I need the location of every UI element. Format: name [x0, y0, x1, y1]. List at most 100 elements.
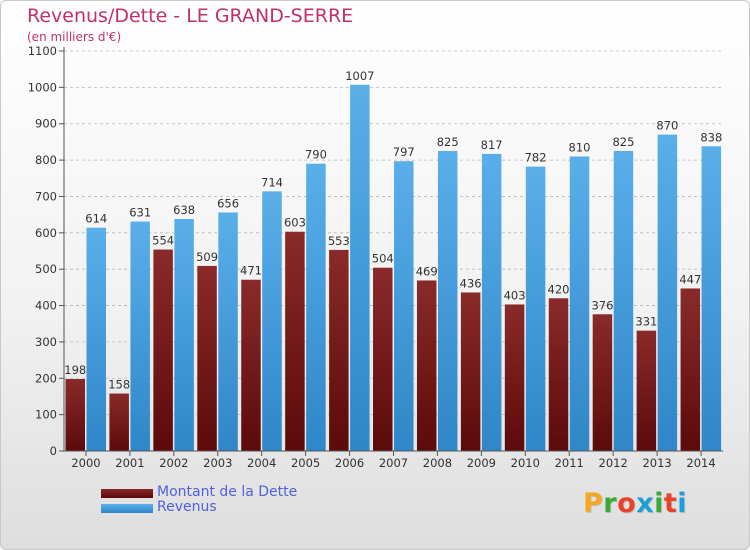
x-tick-label: 2011 — [555, 456, 584, 470]
bar-revenus — [218, 212, 238, 451]
bar-revenus — [262, 191, 282, 451]
data-label-revenus: 782 — [525, 151, 547, 165]
x-tick-label: 2001 — [115, 456, 144, 470]
data-label-revenus: 656 — [217, 196, 239, 210]
bar-dette — [329, 249, 349, 451]
proxiti-logo: Proxiti — [583, 488, 687, 519]
data-label-revenus: 631 — [129, 206, 151, 220]
data-label-dette: 158 — [108, 378, 130, 392]
logo-letter: o — [617, 488, 637, 519]
y-tick-label: 0 — [50, 444, 57, 458]
y-tick-label: 1000 — [28, 80, 57, 94]
bar-dette — [241, 279, 261, 451]
logo-letter: i — [654, 488, 664, 519]
x-tick-label: 2009 — [467, 456, 496, 470]
data-label-revenus: 825 — [437, 135, 459, 149]
data-label-dette: 553 — [328, 234, 350, 248]
data-label-dette: 376 — [591, 298, 613, 312]
data-label-revenus: 714 — [261, 175, 283, 189]
bar-revenus — [701, 146, 722, 452]
x-tick-label: 2014 — [686, 456, 715, 470]
x-tick-label: 2012 — [599, 456, 628, 470]
data-label-dette: 554 — [152, 234, 174, 248]
bar-dette — [460, 292, 481, 451]
axes: 0 100 200 300 400 500 600 700 800 900 1000 1100 2000… — [28, 44, 723, 470]
data-label-dette: 403 — [504, 288, 526, 302]
bar-dette — [680, 288, 701, 451]
bar-dette — [109, 393, 129, 451]
x-tick-label: 2000 — [71, 456, 100, 470]
logo-letter: P — [583, 488, 604, 519]
y-tick-label: 600 — [35, 226, 57, 240]
bar-dette — [636, 330, 657, 451]
data-label-revenus: 797 — [393, 145, 415, 159]
bar-revenus — [525, 166, 546, 452]
data-label-dette: 471 — [240, 264, 262, 278]
data-label-dette: 509 — [196, 250, 218, 264]
y-tick-label: 500 — [35, 262, 57, 276]
legend-swatch-revenus — [101, 504, 153, 513]
data-label-revenus: 870 — [656, 119, 678, 133]
bar-dette — [197, 265, 217, 451]
data-label-revenus: 638 — [173, 203, 195, 217]
y-tick-label: 800 — [35, 153, 57, 167]
bar-revenus — [481, 153, 502, 451]
bar-dette — [504, 304, 525, 451]
bar-revenus — [306, 163, 326, 451]
legend-label-dette: Montant de la Dette — [157, 484, 298, 500]
x-tick-label: 2003 — [203, 456, 232, 470]
data-label-dette: 447 — [679, 272, 701, 286]
bar-dette — [592, 314, 613, 451]
y-tick-label: 200 — [35, 371, 57, 385]
chart-subtitle: (en milliers d'€) — [27, 30, 122, 44]
x-tick-label: 2010 — [511, 456, 540, 470]
x-tick-label: 2008 — [423, 456, 452, 470]
bar-revenus — [657, 134, 678, 452]
logo-letter: r — [603, 488, 618, 519]
data-label-revenus: 838 — [700, 130, 722, 144]
data-label-revenus: 1007 — [345, 69, 374, 83]
bar-dette — [65, 379, 85, 451]
data-label-dette: 420 — [548, 282, 570, 296]
y-tick-label: 100 — [35, 408, 57, 422]
x-tick-label: 2013 — [642, 456, 671, 470]
data-label-revenus: 817 — [481, 138, 503, 152]
bar-dette — [416, 280, 437, 451]
bar-revenus — [613, 151, 634, 451]
chart-title: Revenus/Dette - LE GRAND-SERRE — [27, 5, 354, 27]
y-tick-label: 900 — [35, 117, 57, 131]
bar-revenus — [569, 156, 590, 452]
bar-revenus — [437, 151, 458, 451]
y-tick-label: 400 — [35, 299, 57, 313]
logo-letter: x — [636, 488, 655, 519]
bar-dette — [548, 298, 569, 451]
bars — [65, 84, 722, 452]
data-label-revenus: 825 — [612, 135, 634, 149]
data-label-revenus: 790 — [305, 148, 327, 162]
data-label-dette: 504 — [372, 252, 394, 266]
bar-revenus — [130, 221, 150, 451]
bar-revenus — [174, 219, 194, 451]
x-tick-label: 2007 — [379, 456, 408, 470]
bar-revenus — [350, 84, 370, 452]
bar-revenus — [394, 161, 414, 451]
legend-swatch-dette — [101, 489, 153, 498]
data-label-revenus: 810 — [569, 140, 591, 154]
bar-dette — [285, 231, 305, 451]
legend-label-revenus: Revenus — [157, 499, 217, 515]
bar-revenus — [86, 227, 106, 451]
data-label-dette: 603 — [284, 216, 306, 230]
grid-lines — [64, 50, 723, 416]
data-label-dette: 331 — [635, 315, 657, 329]
x-tick-label: 2005 — [291, 456, 320, 470]
data-label-revenus: 614 — [85, 212, 107, 226]
x-tick-label: 2006 — [335, 456, 364, 470]
logo-letter: t — [663, 488, 678, 519]
y-tick-label: 700 — [35, 189, 57, 203]
logo-letter: i — [677, 488, 688, 519]
bar-dette — [153, 249, 173, 451]
x-tick-label: 2002 — [159, 456, 188, 470]
